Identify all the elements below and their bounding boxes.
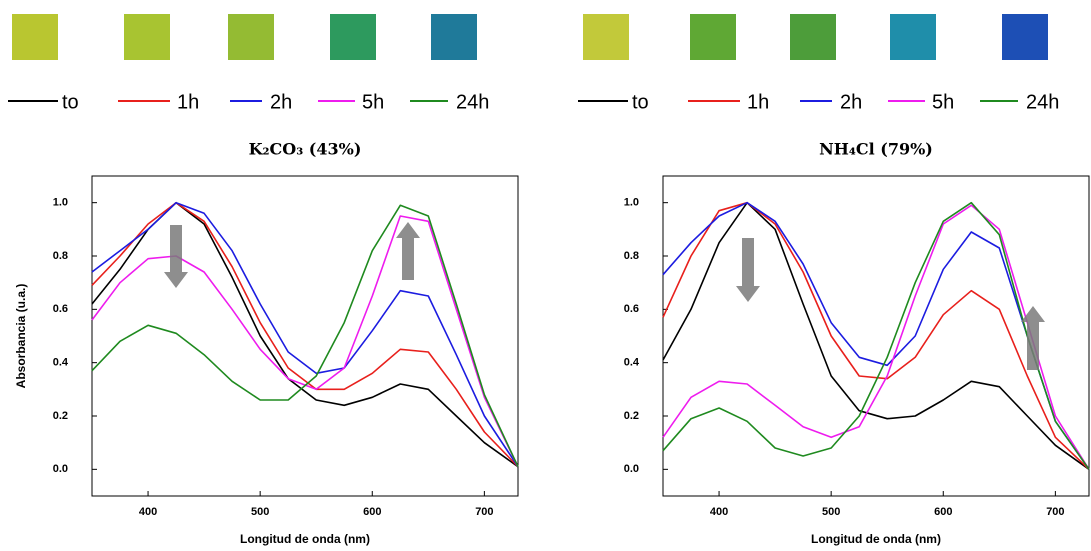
series-line: [662, 201, 1090, 470]
legend-label: 24h: [456, 91, 489, 113]
legend-label: 1h: [747, 91, 769, 113]
legend-label: 24h: [1026, 91, 1059, 113]
series-line: [91, 201, 519, 468]
y-tick-label: 0.2: [53, 410, 68, 422]
x-axis-label: Longitud de onda (nm): [811, 532, 941, 546]
y-tick-label: 0.6: [53, 303, 68, 315]
x-tick-label: 500: [251, 506, 269, 518]
series-line: [91, 204, 519, 468]
y-tick-label: 0.8: [624, 250, 639, 262]
photo: [12, 14, 58, 60]
legend-label: 2h: [270, 91, 292, 113]
x-tick-label: 700: [1046, 506, 1064, 518]
legend-label: 5h: [362, 91, 384, 113]
legend-label: 5h: [932, 91, 954, 113]
arrow: [396, 222, 420, 280]
series-line: [91, 201, 519, 468]
series-line: [662, 201, 1090, 470]
y-tick-label: 0.4: [624, 357, 640, 369]
plot-frame: [662, 175, 1090, 497]
x-tick-label: 400: [139, 506, 157, 518]
y-tick-label: 0.0: [53, 463, 68, 475]
arrow: [164, 225, 188, 288]
photo: [330, 14, 376, 60]
chart-title: NH₄Cl (79%): [819, 140, 933, 159]
legend-label: 2h: [840, 91, 862, 113]
x-tick-label: 600: [363, 506, 381, 518]
legend-label: to: [62, 91, 79, 113]
arrow: [736, 238, 760, 302]
x-tick-label: 700: [475, 506, 493, 518]
x-tick-label: 400: [710, 506, 728, 518]
series-line: [662, 204, 1090, 470]
series-line: [662, 201, 1090, 470]
arrow: [1021, 306, 1045, 370]
x-tick-label: 600: [934, 506, 952, 518]
x-axis-label: Longitud de onda (nm): [240, 532, 370, 546]
y-tick-label: 1.0: [53, 197, 68, 209]
y-tick-label: 0.6: [624, 303, 639, 315]
series-line: [91, 201, 519, 468]
legend-label: 1h: [177, 91, 199, 113]
sample-photos: [12, 14, 1048, 60]
series-line: [91, 215, 519, 468]
chart-title: K₂CO₃ (43%): [249, 140, 362, 159]
photo: [431, 14, 477, 60]
y-tick-label: 0.4: [53, 357, 69, 369]
photo: [124, 14, 170, 60]
y-tick-label: 0.0: [624, 463, 639, 475]
x-tick-label: 500: [822, 506, 840, 518]
photo: [690, 14, 736, 60]
plot-frame: [91, 175, 519, 497]
legend-label: to: [632, 91, 649, 113]
photo: [228, 14, 274, 60]
series-line: [662, 201, 1090, 470]
photo: [1002, 14, 1048, 60]
photo: [583, 14, 629, 60]
photo: [890, 14, 936, 60]
y-tick-label: 0.8: [53, 250, 68, 262]
photo: [790, 14, 836, 60]
y-tick-label: 1.0: [624, 197, 639, 209]
y-axis-label: Absorbancia (u.a.): [14, 284, 28, 389]
y-tick-label: 0.2: [624, 410, 639, 422]
